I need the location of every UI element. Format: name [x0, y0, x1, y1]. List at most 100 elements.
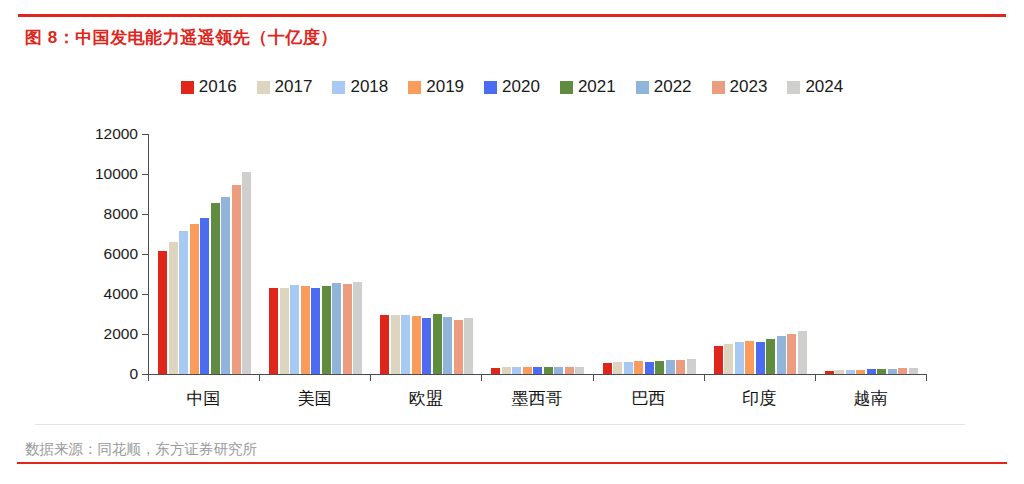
bar: [565, 367, 574, 374]
x-axis-tick: [481, 375, 482, 381]
legend-swatch-2018: [332, 81, 345, 94]
bar: [724, 344, 733, 374]
legend-swatch-2023: [712, 81, 725, 94]
bar-group-4: [594, 134, 705, 374]
bar: [512, 367, 521, 374]
bar: [269, 288, 278, 374]
y-tick-label: 2000: [58, 325, 138, 343]
y-tick-label: 10000: [58, 165, 138, 183]
bar: [777, 336, 786, 374]
bar: [533, 367, 542, 374]
bar: [422, 318, 431, 374]
bar: [909, 368, 918, 374]
legend-swatch-2016: [181, 81, 194, 94]
x-axis-tick: [148, 375, 149, 381]
figure-title: 图 8：中国发电能力遥遥领先（十亿度）: [25, 26, 338, 49]
x-axis-tick: [926, 375, 927, 381]
bar-group-0: [149, 134, 260, 374]
y-tick-label: 8000: [58, 205, 138, 223]
bar: [554, 367, 563, 374]
bar: [232, 185, 241, 374]
bar: [433, 314, 442, 374]
bar: [200, 218, 209, 374]
x-category-label: 美国: [259, 387, 370, 410]
legend-label: 2019: [426, 77, 464, 97]
legend-item-2022: 2022: [636, 77, 692, 97]
bar: [280, 288, 289, 374]
legend-item-2020: 2020: [484, 77, 540, 97]
bar: [332, 283, 341, 374]
bar: [158, 251, 167, 374]
legend-swatch-2021: [560, 81, 573, 94]
bar-group-1: [260, 134, 371, 374]
bar: [835, 370, 844, 374]
bar: [735, 342, 744, 374]
bar: [756, 342, 765, 374]
bar: [343, 284, 352, 374]
bar: [443, 317, 452, 374]
bar: [603, 363, 612, 374]
data-source-note: 数据来源：同花顺，东方证券研究所: [25, 440, 257, 459]
legend-label: 2020: [502, 77, 540, 97]
bar: [464, 318, 473, 374]
bar: [888, 369, 897, 374]
legend-item-2021: 2021: [560, 77, 616, 97]
x-category-label: 墨西哥: [481, 387, 592, 410]
legend-item-2023: 2023: [712, 77, 768, 97]
legend-label: 2022: [654, 77, 692, 97]
x-category-label: 欧盟: [370, 387, 481, 410]
bar: [179, 231, 188, 374]
legend-item-2024: 2024: [787, 77, 843, 97]
bar: [766, 339, 775, 374]
x-category-label: 中国: [148, 387, 259, 410]
bar: [645, 362, 654, 374]
legend-label: 2024: [805, 77, 843, 97]
bar: [491, 368, 500, 374]
x-axis-tick: [815, 375, 816, 381]
bar-group-5: [705, 134, 816, 374]
footer-hairline: [35, 424, 965, 425]
bar: [401, 315, 410, 374]
legend-swatch-2024: [787, 81, 800, 94]
bar: [502, 367, 511, 374]
bar: [242, 172, 251, 374]
bar: [544, 367, 553, 374]
legend-swatch-2019: [408, 81, 421, 94]
bar: [634, 361, 643, 374]
bar: [613, 362, 622, 374]
bar: [666, 360, 675, 374]
legend-swatch-2020: [484, 81, 497, 94]
x-category-label: 巴西: [593, 387, 704, 410]
bar: [575, 367, 584, 374]
bar: [190, 224, 199, 374]
x-category-label: 越南: [815, 387, 926, 410]
plot-area: [148, 134, 927, 375]
bar: [322, 286, 331, 374]
bar: [676, 360, 685, 374]
bar: [211, 203, 220, 374]
x-category-label: 印度: [704, 387, 815, 410]
x-axis-tick: [259, 375, 260, 381]
bar: [311, 288, 320, 374]
bar: [798, 331, 807, 374]
legend-label: 2017: [275, 77, 313, 97]
legend-label: 2016: [199, 77, 237, 97]
bar: [787, 334, 796, 374]
bar: [391, 315, 400, 374]
bar: [745, 341, 754, 374]
legend-swatch-2022: [636, 81, 649, 94]
bar-group-2: [371, 134, 482, 374]
legend-label: 2018: [350, 77, 388, 97]
bar: [846, 370, 855, 374]
legend-label: 2023: [730, 77, 768, 97]
bar: [221, 197, 230, 374]
top-red-rule: [18, 14, 1006, 17]
bar-group-3: [482, 134, 593, 374]
bar: [301, 286, 310, 374]
bar: [169, 242, 178, 374]
y-tick-label: 6000: [58, 245, 138, 263]
bar: [687, 359, 696, 374]
bar: [523, 367, 532, 374]
x-axis-tick: [370, 375, 371, 381]
bar: [867, 369, 876, 374]
